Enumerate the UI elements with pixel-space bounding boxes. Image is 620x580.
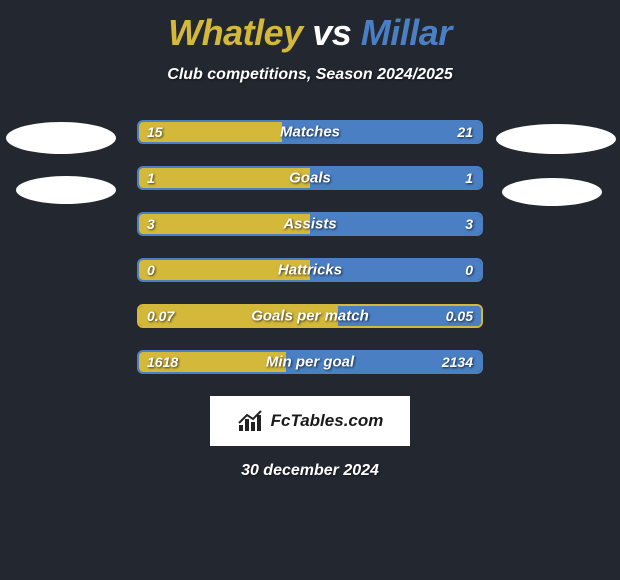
stat-bar-assists: Assists 3 3 (137, 212, 483, 236)
date-text: 30 december 2024 (0, 462, 620, 480)
bar-fill-left (139, 168, 310, 188)
comparison-title: Whatley vs Millar (0, 0, 620, 54)
bar-value-left: 3 (147, 216, 155, 232)
bar-value-left: 15 (147, 124, 163, 140)
fctables-logo-icon (237, 409, 265, 433)
bar-value-right: 21 (457, 124, 473, 140)
bar-value-right: 3 (465, 216, 473, 232)
stat-bar-goals: Goals 1 1 (137, 166, 483, 190)
footer-badge: FcTables.com (210, 396, 410, 446)
bar-value-right: 1 (465, 170, 473, 186)
player2-name: Millar (361, 12, 452, 53)
vs-separator: vs (312, 12, 351, 53)
player1-badge-1 (6, 122, 116, 154)
stat-bar-min-per-goal: Min per goal 1618 2134 (137, 350, 483, 374)
player1-badge-2 (16, 176, 116, 204)
bar-label: Goals per match (251, 308, 369, 325)
subtitle: Club competitions, Season 2024/2025 (0, 66, 620, 84)
bar-label: Goals (289, 170, 331, 187)
stat-bar-matches: Matches 15 21 (137, 120, 483, 144)
player2-badge-2 (502, 178, 602, 206)
bar-fill-right (310, 168, 481, 188)
stat-bar-goals-per-match: Goals per match 0.07 0.05 (137, 304, 483, 328)
bar-value-right: 0 (465, 262, 473, 278)
bar-value-left: 0.07 (147, 308, 174, 324)
player1-name: Whatley (168, 12, 303, 53)
footer-brand-text: FcTables.com (271, 411, 384, 431)
bar-label: Matches (280, 124, 340, 141)
stats-bars-container: Matches 15 21 Goals 1 1 Assists 3 3 Hattricks 0 0 Go… (137, 120, 483, 374)
bar-label: Min per goal (266, 354, 354, 371)
bar-label: Assists (283, 216, 336, 233)
bar-value-left: 0 (147, 262, 155, 278)
player2-badge-1 (496, 124, 616, 154)
bar-value-right: 0.05 (446, 308, 473, 324)
bar-value-right: 2134 (442, 354, 473, 370)
bar-label: Hattricks (278, 262, 342, 279)
bar-value-left: 1618 (147, 354, 178, 370)
stat-bar-hattricks: Hattricks 0 0 (137, 258, 483, 282)
bar-value-left: 1 (147, 170, 155, 186)
